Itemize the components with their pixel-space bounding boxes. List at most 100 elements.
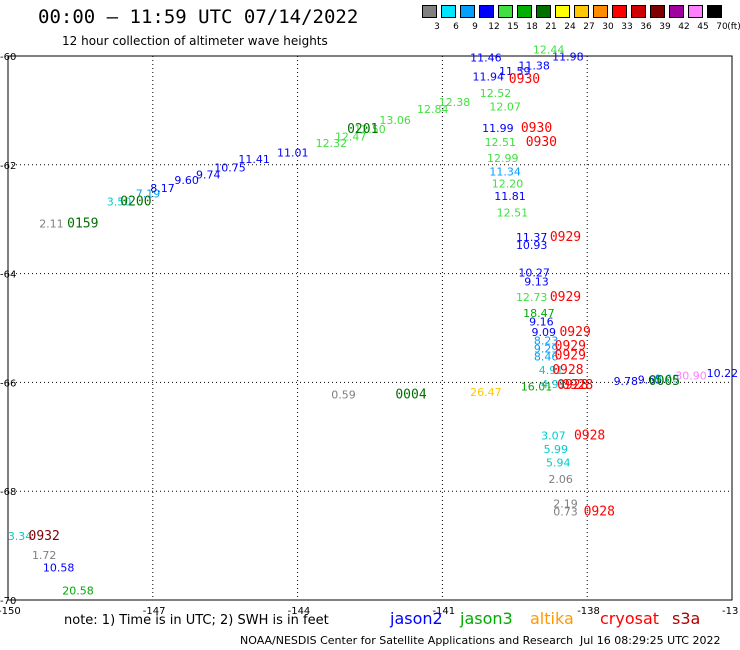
pass-time-label: 0929 <box>555 349 586 364</box>
wave-height-point: 12.52 <box>480 87 512 100</box>
pass-time-label: 0200 <box>120 195 151 210</box>
pass-time-label: 0201 <box>347 122 378 137</box>
satellite-legend-cryosat: cryosat <box>600 609 660 628</box>
wave-height-point: 0.59 <box>331 389 356 402</box>
y-tick-label: -70 <box>0 596 16 607</box>
color-swatch-12 <box>479 5 494 18</box>
satellite-legend-jason3: jason3 <box>460 609 513 628</box>
wave-height-point: 11.41 <box>238 153 270 166</box>
wave-height-point: 10.75 <box>214 161 246 174</box>
wave-height-point: 12.07 <box>489 100 521 113</box>
footer-timestamp: Jul 16 08:29:25 UTC 2022 <box>580 634 721 647</box>
wave-height-point: 5.94 <box>546 457 571 470</box>
wave-height-point: 20.58 <box>62 585 94 598</box>
wave-height-point: 13.06 <box>379 114 411 127</box>
y-tick-label: -62 <box>0 161 16 172</box>
color-swatch-label: 3 <box>434 22 440 32</box>
color-swatch-24 <box>555 5 570 18</box>
color-swatch-33 <box>612 5 627 18</box>
pass-time-label: 0005 <box>649 374 680 389</box>
wave-height-point: 10.27 <box>518 266 550 279</box>
x-tick-label: -13 <box>722 606 738 617</box>
y-tick-label: -60 <box>0 52 16 63</box>
wave-height-point: 11.98 <box>552 50 584 63</box>
color-swatch-30 <box>593 5 608 18</box>
color-swatch-45 <box>688 5 703 18</box>
color-swatch-label: 42 <box>678 22 690 32</box>
wave-height-point: 11.34 <box>489 166 521 179</box>
color-swatch-70 <box>707 5 722 18</box>
wave-height-point: 9.09 <box>532 326 557 339</box>
wave-height-point: 2.19 <box>553 498 578 511</box>
wave-height-point: 11.81 <box>494 190 526 203</box>
wave-height-point: 3.07 <box>541 430 566 443</box>
wave-height-point: 2.11 <box>39 217 64 230</box>
wave-height-point: 12.38 <box>439 96 471 109</box>
wave-height-point: 4.91 <box>541 378 566 391</box>
color-swatch-label: 15 <box>507 22 519 32</box>
wave-height-point: 12.51 <box>485 136 517 149</box>
color-swatch-label: 6 <box>453 22 459 32</box>
color-swatch-21 <box>536 5 551 18</box>
color-swatch-label: 27 <box>583 22 595 32</box>
wave-height-point: 7.19 <box>136 187 161 200</box>
pass-time-label: 0929 <box>555 339 586 354</box>
color-swatch-label: 36 <box>640 22 652 32</box>
wave-height-point: 12.20 <box>492 178 524 191</box>
wave-height-point: 11.59 <box>499 65 531 78</box>
pass-time-label: 0932 <box>29 529 60 544</box>
color-swatch-label: 9 <box>472 22 478 32</box>
pass-time-label: 0928 <box>562 378 593 393</box>
wave-height-point: 12.32 <box>316 137 348 150</box>
color-swatch-label: 33 <box>621 22 633 32</box>
x-tick-label: -150 <box>0 606 21 617</box>
satellite-legend-altika: altika <box>530 609 574 628</box>
pass-time-label: 0929 <box>550 230 581 245</box>
wave-height-point: 12.51 <box>497 206 529 219</box>
wave-height-point: 11.94 <box>473 70 505 83</box>
wave-height-point: 8.17 <box>150 182 175 195</box>
color-swatch-39 <box>650 5 665 18</box>
wave-height-point: 12.47 <box>335 130 367 143</box>
wave-height-point: 11.46 <box>470 51 502 64</box>
wave-height-point: 1.72 <box>32 549 57 562</box>
wave-height-point: 11.37 <box>516 231 548 244</box>
wave-height-point: 9.60 <box>655 372 680 385</box>
pass-time-label: 0930 <box>521 121 552 136</box>
wave-height-point: 18.47 <box>523 307 555 320</box>
color-swatch-27 <box>574 5 589 18</box>
x-tick-label: -147 <box>143 606 166 617</box>
wave-height-point: 3.50 <box>107 196 132 209</box>
wave-height-point: 8.46 <box>534 351 559 364</box>
wave-height-point: 5.99 <box>544 443 569 456</box>
wave-height-point: 9.65 <box>638 373 663 386</box>
color-swatch-18 <box>517 5 532 18</box>
satellite-legend-s3a: s3a <box>672 609 701 628</box>
color-swatch-15 <box>498 5 513 18</box>
color-swatch-label: 30 <box>602 22 614 32</box>
footer-note: note: 1) Time is in UTC; 2) SWH is in fe… <box>64 613 329 628</box>
color-swatch-label: 18 <box>526 22 538 32</box>
wave-height-point: 8.23 <box>534 334 559 347</box>
wave-height-point: 12.44 <box>533 43 565 56</box>
y-tick-label: -64 <box>0 270 16 281</box>
wave-height-point: 2.06 <box>548 473 573 486</box>
color-swatch-9 <box>460 5 475 18</box>
x-tick-label: -141 <box>432 606 455 617</box>
footer-center: NOAA/NESDIS Center for Satellite Applica… <box>240 634 574 647</box>
wave-height-point: 9.29 <box>534 342 559 355</box>
pass-time-label: 0928 <box>552 363 583 378</box>
pass-time-label: 0929 <box>550 290 581 305</box>
color-swatch-label: 70 <box>716 22 728 32</box>
color-swatch-label: 45 <box>697 22 709 32</box>
pass-time-label: 0928 <box>557 378 588 393</box>
page-title: 00:00 — 11:59 UTC 07/14/2022 <box>38 6 359 28</box>
pass-time-label: 0930 <box>526 135 557 150</box>
pass-time-label: 0159 <box>67 216 98 231</box>
wave-height-point: 12.99 <box>487 152 519 165</box>
wave-height-point: 9.60 <box>174 174 199 187</box>
wave-height-point: 11.38 <box>518 60 550 73</box>
pass-time-label: 0930 <box>509 72 540 87</box>
